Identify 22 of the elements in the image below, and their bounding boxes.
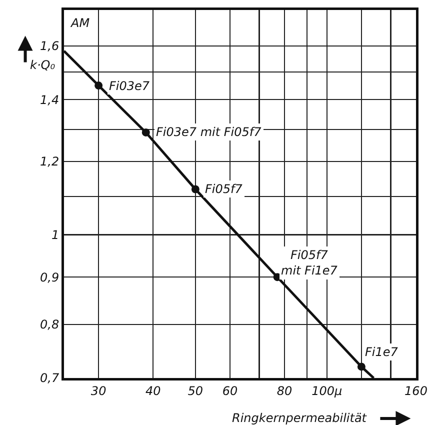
y-tick-label: 0,8	[40, 318, 60, 332]
x-tick-label: 40	[145, 384, 162, 398]
x-tick-label: 80	[276, 384, 293, 398]
y-tick-label: 1	[51, 228, 60, 242]
annotation: Fi05f7	[205, 182, 243, 196]
x-axis-title: Ringkernpermeabilität	[232, 411, 368, 425]
y-tick-label: 0,7	[40, 371, 60, 386]
x-tick-label: 50	[188, 384, 204, 398]
annotation: Fi03e7	[109, 79, 150, 93]
annotation: Fi05f7 mit Fi1e7	[281, 248, 338, 278]
x-tick-label: 30	[90, 384, 107, 398]
annotation: Fi03e7 mit Fi05f7	[156, 125, 262, 139]
x-tick-label: 60	[222, 384, 238, 398]
annotation: AM	[70, 16, 90, 30]
x-tick-label: 160	[404, 384, 428, 398]
y-axis-title: k·Q₀	[30, 58, 56, 72]
x-tick-label: 100μ	[312, 384, 343, 398]
annotation: Fi1e7	[365, 345, 398, 359]
y-tick-label: 1,2	[40, 154, 60, 169]
y-tick-label: 1,6	[40, 39, 60, 54]
y-tick-label: 1,4	[40, 92, 60, 107]
y-tick-label: 0,9	[40, 270, 60, 284]
